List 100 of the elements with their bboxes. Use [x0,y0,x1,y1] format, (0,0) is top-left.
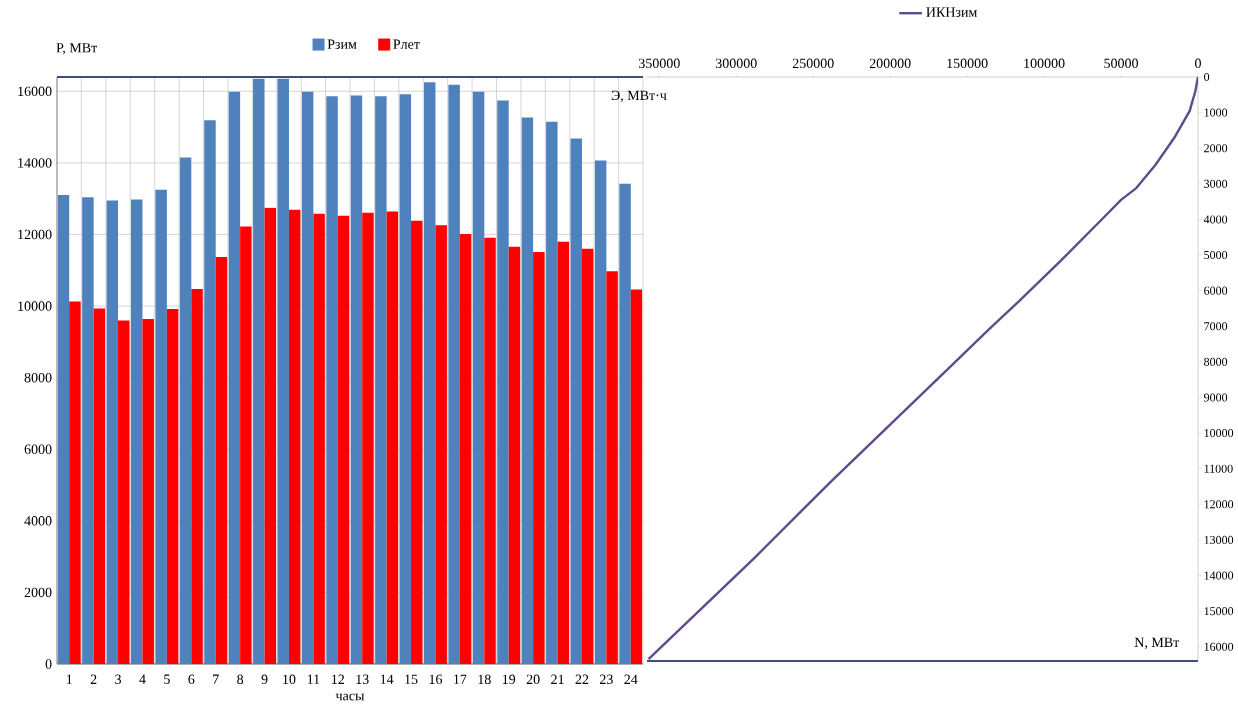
bar [399,94,412,664]
bar [557,241,570,664]
bar [326,96,338,664]
x-tick-label: 15 [405,674,418,684]
x-tick-label: 16 [429,674,443,685]
x-tick-label: 7 [213,674,219,684]
x-tick-label: 13 [356,674,369,685]
y-tick-label: 16000 [1204,642,1234,651]
bar [411,220,423,664]
legend-label: Pзим [327,39,357,49]
bar [277,78,289,664]
bar [82,197,94,664]
x-tick-label: 9 [261,674,268,685]
bar [350,95,363,664]
bar [264,207,277,664]
bar [448,84,460,664]
bar [93,308,106,664]
bar [155,189,167,664]
bar [375,96,387,664]
x-tick-label: 2 [90,674,97,684]
x-tick-label: 5 [164,674,170,684]
bar [581,248,594,664]
bar [57,195,70,664]
x-tick-label: 23 [599,674,613,685]
y-tick-label: 5000 [1204,250,1228,260]
y-tick-label: 4000 [24,516,52,526]
x-tick-label: 3 [115,674,121,685]
x-tick-label: 24 [624,674,638,684]
bar [166,308,179,664]
bar [131,199,143,664]
x-tick-label: 350000 [638,58,680,69]
x-tick-label: 150000 [947,58,988,69]
bar [142,318,154,664]
bar [386,211,399,664]
x-tick-label: 200000 [869,58,911,69]
y-tick-label: 12000 [1204,500,1234,509]
bar [337,215,350,664]
y-tick-label: 8000 [24,372,52,383]
bar [288,209,301,664]
bar [459,234,472,664]
bar [424,82,436,664]
x-tick-label: 20 [526,674,540,685]
x-tick-label: 17 [454,674,467,684]
bar [228,91,241,664]
x-axis-title: часы [335,693,365,701]
bar [204,120,216,664]
bar [533,252,545,664]
x-tick-label: 6 [188,674,195,685]
bar [435,225,447,664]
bar [191,288,203,664]
y-tick-label: 7000 [1204,322,1228,331]
x-tick-label: 22 [575,674,589,684]
y-tick-label: 15000 [1204,607,1234,616]
y-tick-label: 6000 [24,444,52,454]
bar [118,320,130,664]
y-tick-label: 6000 [1204,286,1228,295]
y-tick-label: 1000 [1204,108,1228,117]
y-tick-label: 0 [45,659,52,669]
bar [594,160,607,664]
bar [362,212,374,664]
bar [521,117,534,664]
x-tick-label: 4 [139,674,146,684]
y-tick-label: 2000 [1204,144,1228,153]
bar [606,271,618,664]
y-tick-label: 4000 [1203,215,1228,224]
y-tick-label: 14000 [18,158,52,168]
bar [301,91,314,664]
x-tick-label: 11 [307,674,320,684]
bar [69,301,81,664]
bar [546,121,558,664]
y-tick-label: 9000 [1203,393,1228,402]
y-axis-title: P, МВт [56,43,98,55]
bar [630,289,643,664]
x-tick-label: 8 [237,674,244,685]
bar [313,213,325,664]
x-tick-label: 1 [66,674,72,684]
x-tick-label: 19 [502,674,516,685]
x-tick-label: 300000 [715,58,757,69]
y-tick-label: 2000 [24,587,52,598]
legend-label: ИКНзим [926,7,977,17]
x-tick-label: 21 [551,674,564,684]
bar [215,257,228,664]
x-tick-label: 14 [380,674,394,684]
x-tick-label: 10 [283,674,296,685]
x-tick-label: 18 [478,674,491,685]
y-tick-label: 3000 [1204,179,1228,188]
x-tick-label: 100000 [1024,58,1065,69]
bar [619,183,631,664]
y-tick-label: 0 [1204,72,1210,82]
bar [106,200,119,664]
x-tick-label: 12 [332,674,345,684]
y-tick-label: 10000 [18,301,52,311]
bar [253,78,265,664]
bar [179,157,192,664]
bar [497,100,509,664]
y-tick-label: 14000 [1204,571,1234,580]
y-axis-title: N, МВт [1134,637,1180,650]
bar [240,226,252,664]
y-tick-label: 10000 [1204,429,1234,438]
y-tick-label: 12000 [18,229,52,240]
